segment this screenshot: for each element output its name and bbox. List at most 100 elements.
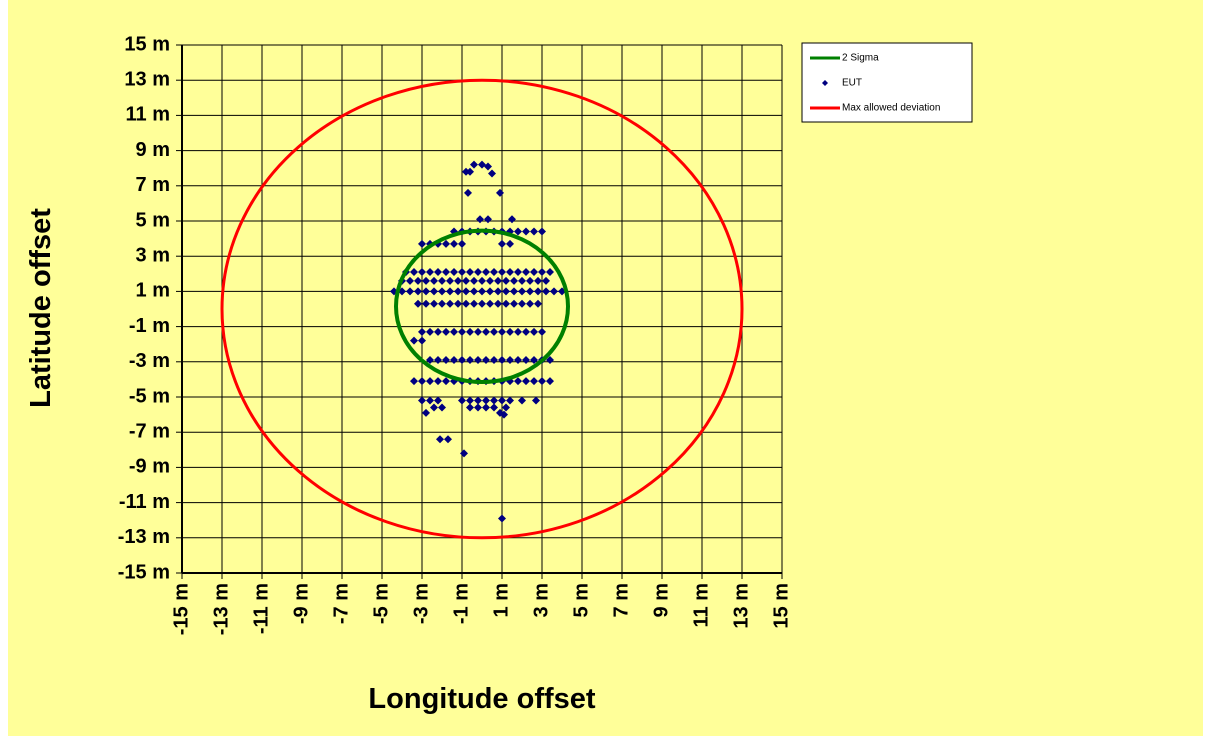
scatter-point — [434, 396, 442, 405]
scatter-point — [530, 356, 538, 365]
scatter-point — [438, 299, 446, 308]
scatter-point — [522, 327, 530, 336]
scatter-point — [514, 377, 522, 386]
scatter-point — [426, 268, 434, 277]
scatter-point — [446, 276, 454, 285]
scatter-point — [518, 276, 526, 285]
scatter-point — [458, 356, 466, 365]
scatter-point — [538, 268, 546, 277]
scatter-point — [446, 299, 454, 308]
scatter-point — [470, 276, 478, 285]
scatter-point — [534, 276, 542, 285]
x-axis-title: Longitude offset — [368, 683, 595, 715]
scatter-point — [474, 327, 482, 336]
scatter-point — [406, 276, 414, 285]
scatter-point — [458, 268, 466, 277]
x-tick-label: 7 m — [610, 583, 632, 617]
circle-line — [394, 228, 570, 385]
scatter-point — [454, 287, 462, 296]
y-tick-label: -15 m — [118, 561, 170, 583]
scatter-point — [470, 160, 478, 169]
scatter-point — [490, 327, 498, 336]
scatter-point — [454, 276, 462, 285]
scatter-point — [486, 276, 494, 285]
scatter-point — [466, 356, 474, 365]
scatter-point — [470, 299, 478, 308]
scatter-point — [446, 287, 454, 296]
chart-background — [8, 0, 1203, 736]
scatter-point — [532, 396, 540, 405]
scatter-point — [418, 336, 426, 345]
x-tick-label: -3 m — [410, 583, 432, 624]
scatter-point — [418, 396, 426, 405]
scatter-point — [430, 299, 438, 308]
scatter-point — [502, 299, 510, 308]
scatter-point — [466, 167, 474, 176]
scatter-point — [526, 276, 534, 285]
scatter-point — [434, 377, 442, 386]
scatter-point — [484, 162, 492, 171]
scatter-point — [514, 227, 522, 236]
x-tick-label: 9 m — [650, 583, 672, 617]
scatter-point — [470, 287, 478, 296]
scatter-point — [422, 408, 430, 417]
y-tick-label: 15 m — [124, 33, 170, 55]
scatter-point — [406, 287, 414, 296]
scatter-point — [414, 287, 422, 296]
scatter-point — [466, 396, 474, 405]
y-tick-label: -7 m — [129, 420, 170, 442]
scatter-point — [538, 327, 546, 336]
scatter-point — [466, 327, 474, 336]
y-tick-label: -11 m — [119, 491, 170, 513]
scatter-point — [486, 299, 494, 308]
scatter-point — [430, 287, 438, 296]
scatter-point — [482, 268, 490, 277]
scatter-point — [458, 239, 466, 248]
scatter-point — [490, 356, 498, 365]
y-axis-title: Latitude offset — [25, 208, 57, 408]
scatter-point — [488, 169, 496, 178]
scatter-point — [430, 403, 438, 412]
scatter-point — [510, 299, 518, 308]
x-tick-label: 13 m — [730, 583, 752, 629]
scatter-point — [442, 268, 450, 277]
y-tick-label: 11 m — [126, 104, 170, 126]
scatter-point — [426, 377, 434, 386]
scatter-point — [506, 268, 514, 277]
x-tick-label: -15 m — [170, 583, 192, 635]
scatter-point — [466, 403, 474, 412]
y-tick-label: 1 m — [136, 280, 170, 302]
scatter-point — [522, 356, 530, 365]
scatter-point — [506, 356, 514, 365]
scatter-point — [418, 239, 426, 248]
scatter-point — [442, 377, 450, 386]
scatter-point — [478, 160, 486, 169]
scatter-point — [530, 227, 538, 236]
scatter-point — [414, 299, 422, 308]
scatter-point — [460, 449, 468, 458]
scatter-point — [414, 276, 422, 285]
x-tick-label: -9 m — [290, 583, 312, 624]
scatter-point — [494, 276, 502, 285]
scatter-point — [490, 396, 498, 405]
scatter-point — [498, 327, 506, 336]
y-tick-label: 3 m — [136, 244, 170, 266]
scatter-point — [510, 287, 518, 296]
scatter-point — [442, 239, 450, 248]
y-tick-label: 9 m — [136, 139, 170, 161]
scatter-point — [530, 327, 538, 336]
scatter-point — [462, 299, 470, 308]
scatter-point — [498, 396, 506, 405]
x-tick-label: -1 m — [450, 583, 472, 624]
scatter-point — [502, 276, 510, 285]
scatter-point — [434, 327, 442, 336]
y-tick-label: 5 m — [136, 209, 170, 231]
scatter-point — [494, 299, 502, 308]
scatter-point — [426, 327, 434, 336]
x-tick-label: 11 m — [690, 583, 712, 627]
scatter-point — [418, 327, 426, 336]
scatter-point — [426, 356, 434, 365]
scatter-point — [436, 435, 444, 444]
scatter-point — [450, 356, 458, 365]
